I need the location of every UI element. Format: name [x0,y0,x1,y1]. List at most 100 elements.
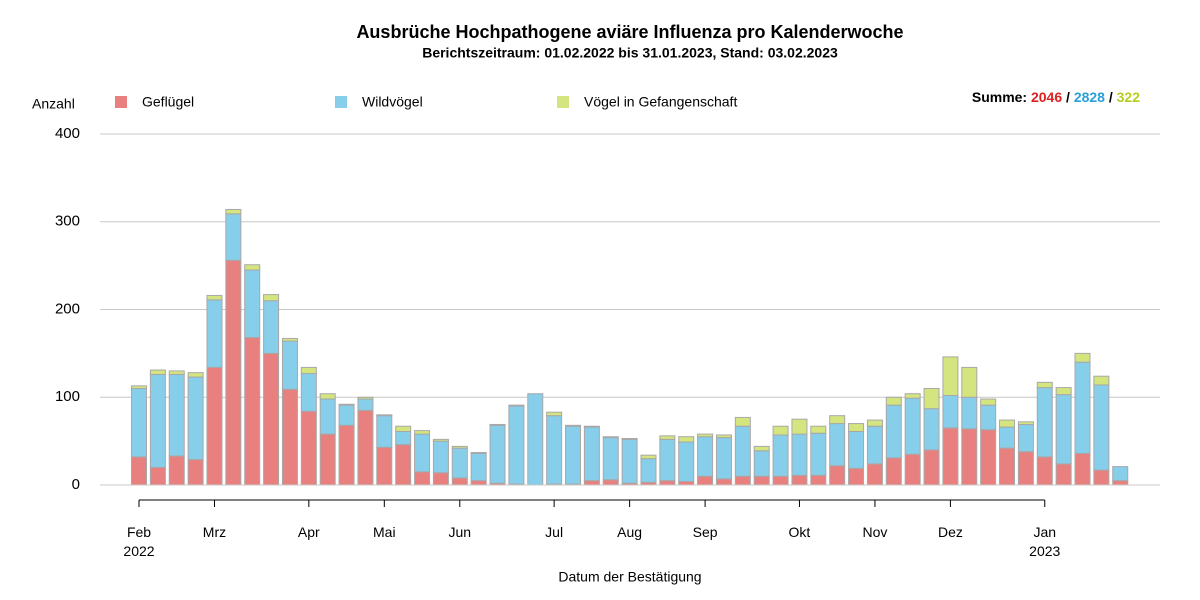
bar-segment [885,404,902,459]
bar-segment [244,269,261,339]
bar-segment [678,480,695,486]
bar-segment [621,437,638,440]
bar-segment [1093,384,1110,471]
bar-segment [791,433,808,476]
bar-segment [168,373,185,457]
bar-segment [149,373,166,468]
bar-segment [810,425,827,434]
summary-part: / [1109,89,1113,105]
bar-segment [338,424,355,486]
x-tick-label: Mai [373,524,396,540]
bar-segment [999,447,1016,486]
bar-segment [904,397,921,455]
summary: Summe: 2046 / 2828 / 322 [972,89,1140,105]
bar-segment [810,474,827,486]
bar-segment [1074,361,1091,454]
bar-segment [1036,387,1053,458]
bar-segment [678,441,695,482]
x-tick-label: Okt [788,524,811,540]
bar-segment [527,393,544,486]
bar-segment [621,438,638,484]
bar-segment [923,449,940,486]
bar-segment [678,436,695,443]
bar-segment [810,432,827,476]
bar-segment [866,419,883,427]
bar-segment [206,366,223,486]
bar-segment [546,411,563,417]
bar-segment [734,475,751,486]
bar-segment [1055,394,1072,465]
bar-segment [489,423,506,426]
bar-segment [338,404,355,426]
bar-segment [489,424,506,484]
bar-segment [583,425,600,428]
bar-segment [263,294,280,302]
bar-segment [791,474,808,486]
bar-segment [753,445,770,452]
bar-segment [187,459,204,486]
bar-segment [961,428,978,486]
bar-segment [942,427,959,486]
bar-segment [829,423,846,467]
bar-segment [225,208,242,215]
bar-segment [602,436,619,439]
bar-segment [131,385,147,389]
bar-segment [848,467,865,486]
bar-segment [414,430,431,435]
y-tick-label: 100 [55,388,80,405]
bar-segment [885,457,902,486]
bar-segment [376,415,393,448]
bar-segment [772,425,789,436]
bar-segment [829,415,846,425]
y-tick-label: 0 [72,476,80,493]
bar-segment [1017,451,1034,486]
bar-segment [791,418,808,435]
bar-segment [1112,466,1129,482]
bar-segment [866,425,883,465]
bar-segment [1093,469,1110,486]
bar-segment [980,429,997,486]
bar-segment [414,433,431,473]
bar-segment [715,437,732,480]
bar-segment [1074,352,1091,363]
summary-part: 322 [1117,89,1141,105]
x-tick-label: Dez [937,524,963,540]
bar-segment [187,372,204,378]
legend-swatch [115,96,127,108]
bar-segment [244,264,261,271]
bar-segment [980,398,997,406]
summary-part: 2046 [1031,89,1062,105]
bar-segment [659,435,676,440]
bar-segment [357,409,374,486]
bar-segment [508,405,525,485]
bar-segment [470,452,487,482]
bar-segment [923,387,940,410]
y-axis-label: Anzahl [32,96,75,112]
bar-segment [319,393,336,400]
x-tick-label: Aug [617,524,643,540]
chart-title: Ausbrüche Hochpathogene aviäre Influenza… [356,22,903,42]
legend-label: Vögel in Gefangenschaft [584,94,737,110]
bar-segment [281,337,298,342]
bar-segment [1055,387,1072,396]
bar-segment [904,393,921,399]
bar-segment [508,404,525,407]
bar-segment [149,466,166,486]
bar-segment [602,437,619,481]
bar-segment [753,450,770,477]
bar-segment [131,387,147,458]
bar-segment [414,471,431,486]
bar-segment [395,444,412,486]
x-tick-label: Feb 2022 [123,524,155,559]
bar-segment [187,376,204,461]
bar-segment [432,472,449,486]
bar-segment [1017,421,1034,425]
bar-segment [697,475,714,486]
bar-segment [470,480,487,486]
bar-segment [659,480,676,486]
legend-swatch [557,96,569,108]
bar-segment [715,478,732,486]
bar-segment [565,424,582,427]
bar-segment [1017,423,1034,453]
